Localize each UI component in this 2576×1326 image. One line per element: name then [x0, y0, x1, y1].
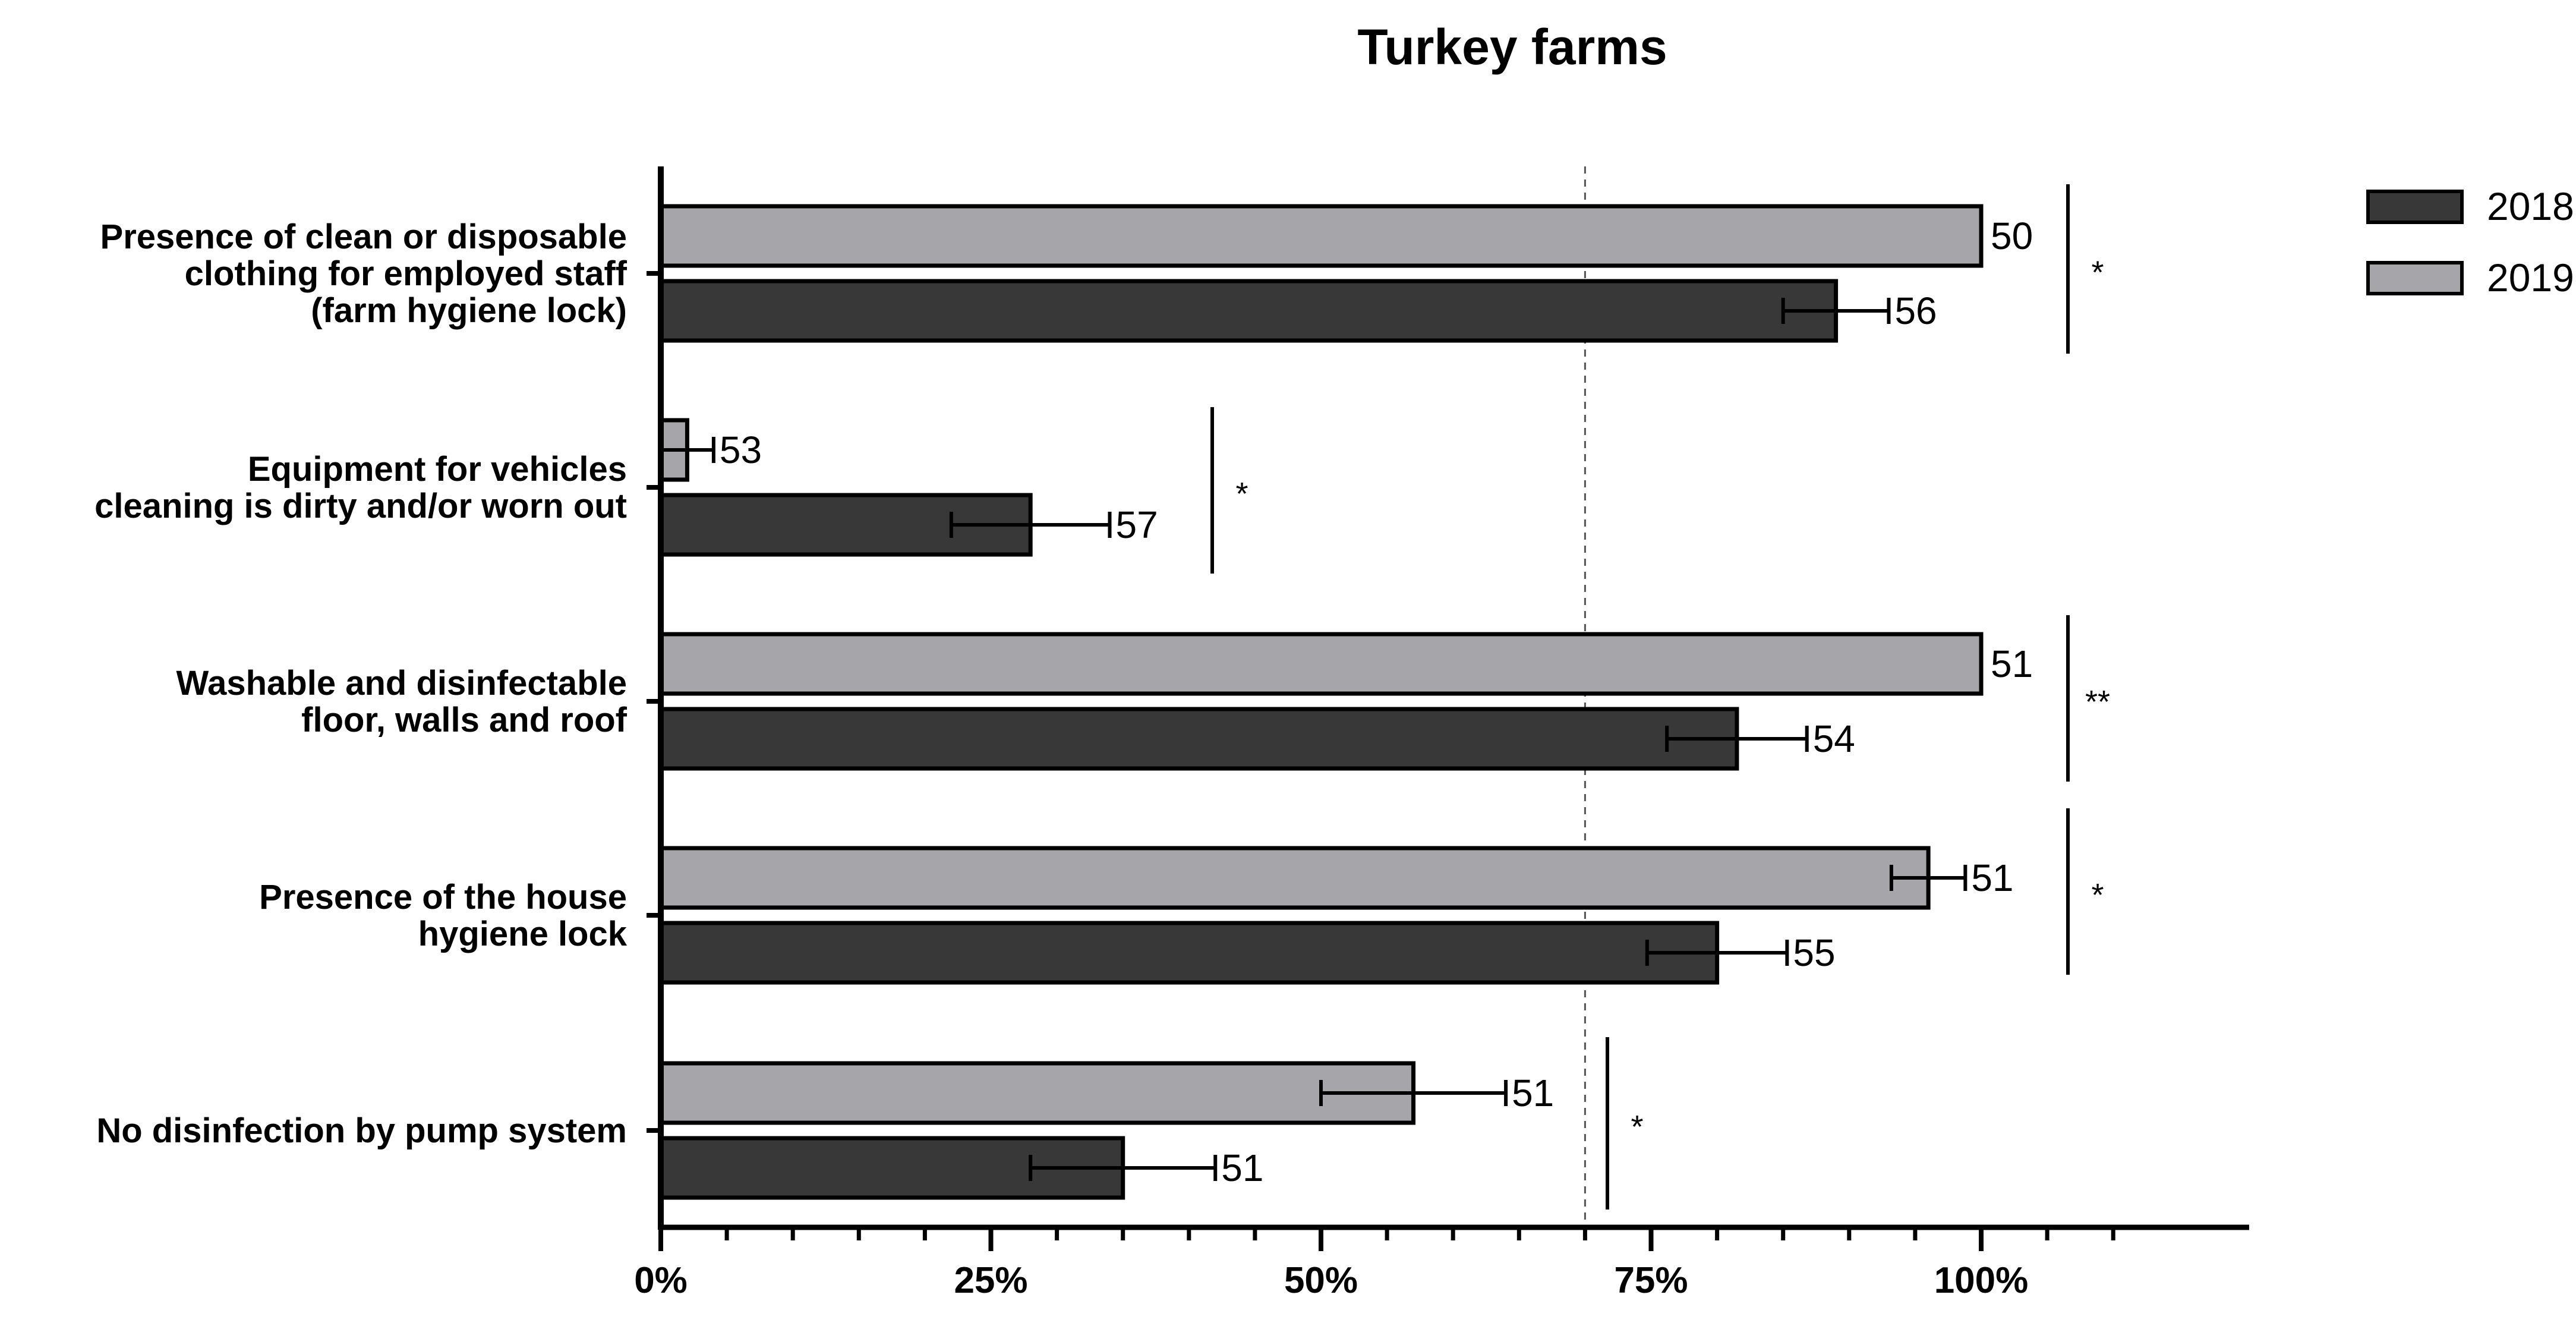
x-tick-label-75: 75% — [1614, 1260, 1688, 1301]
category-label-1-line-1: Presence of clean or disposable — [100, 218, 627, 256]
legend: 2018 2019 — [2366, 184, 2574, 300]
n-label-2019-5: 51 — [1512, 1072, 1554, 1114]
bar-2018-3 — [658, 707, 1739, 771]
x-tick-label-100: 100% — [1934, 1260, 2029, 1301]
significance-label-5: * — [1631, 1109, 1643, 1145]
category-label-4-line-1: Presence of the house — [259, 878, 627, 916]
category-label-5-line-1: No disinfection by pump system — [96, 1111, 627, 1150]
bar-2019-4 — [658, 846, 1931, 910]
bars-layer: 50 56 53 57 51 54 51 55 51 51 — [658, 204, 2033, 1200]
x-tick-label-50: 50% — [1284, 1260, 1358, 1301]
n-label-2018-4: 55 — [1793, 931, 1835, 974]
bar-2018-1 — [658, 279, 1839, 343]
category-label-3-line-1: Washable and disinfectable — [176, 664, 627, 703]
axes-layer: Presence of clean or disposableclothing … — [94, 166, 2249, 1301]
legend-swatch-2018 — [2366, 190, 2464, 224]
bar-2019-5 — [658, 1061, 1416, 1125]
category-label-1-line-3: (farm hygiene lock) — [311, 291, 627, 330]
significance-label-1: * — [2091, 255, 2104, 291]
n-label-2018-5: 51 — [1221, 1147, 1263, 1189]
legend-label-2019: 2019 — [2487, 256, 2574, 300]
n-label-2018-3: 54 — [1813, 717, 1855, 760]
category-label-3-line-2: floor, walls and roof — [301, 701, 628, 739]
x-tick-label-25: 25% — [954, 1260, 1027, 1301]
n-label-2019-2: 53 — [720, 429, 762, 471]
n-label-2019-3: 51 — [1991, 642, 2033, 685]
bar-2019-1 — [658, 204, 1984, 268]
legend-label-2018: 2018 — [2487, 184, 2574, 228]
x-tick-label-0: 0% — [634, 1260, 688, 1301]
significance-layer: ****** — [1210, 184, 2110, 1210]
category-label-1-line-2: clothing for employed staff — [185, 254, 628, 293]
category-label-2-line-1: Equipment for vehicles — [248, 450, 627, 489]
significance-label-2: * — [1235, 476, 1248, 512]
significance-label-3: ** — [2085, 684, 2110, 720]
n-label-2018-2: 57 — [1115, 503, 1158, 546]
n-label-2019-4: 51 — [1971, 856, 2013, 899]
category-label-4-line-2: hygiene lock — [418, 915, 628, 953]
n-label-2019-1: 50 — [1991, 215, 2033, 257]
bar-2018-4 — [658, 921, 1720, 985]
category-label-2-line-2: cleaning is dirty and/or worn out — [94, 487, 627, 525]
chart-title: Turkey farms — [1357, 19, 1667, 75]
n-label-2018-1: 56 — [1894, 289, 1937, 332]
bar-2019-3 — [658, 632, 1984, 696]
significance-label-4: * — [2091, 877, 2104, 913]
legend-swatch-2019 — [2366, 261, 2464, 295]
